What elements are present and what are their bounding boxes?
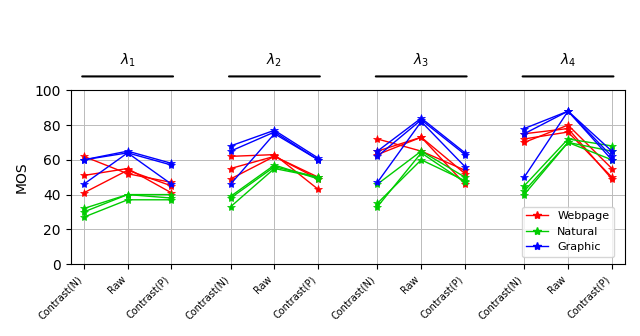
Y-axis label: MOS: MOS — [15, 161, 29, 193]
Text: $\lambda_4$: $\lambda_4$ — [560, 52, 576, 70]
Text: $\lambda_2$: $\lambda_2$ — [266, 52, 282, 70]
Legend: Webpage, Natural, Graphic: Webpage, Natural, Graphic — [522, 207, 614, 257]
Text: $\lambda_3$: $\lambda_3$ — [413, 52, 429, 70]
Text: $\lambda_1$: $\lambda_1$ — [120, 52, 136, 70]
